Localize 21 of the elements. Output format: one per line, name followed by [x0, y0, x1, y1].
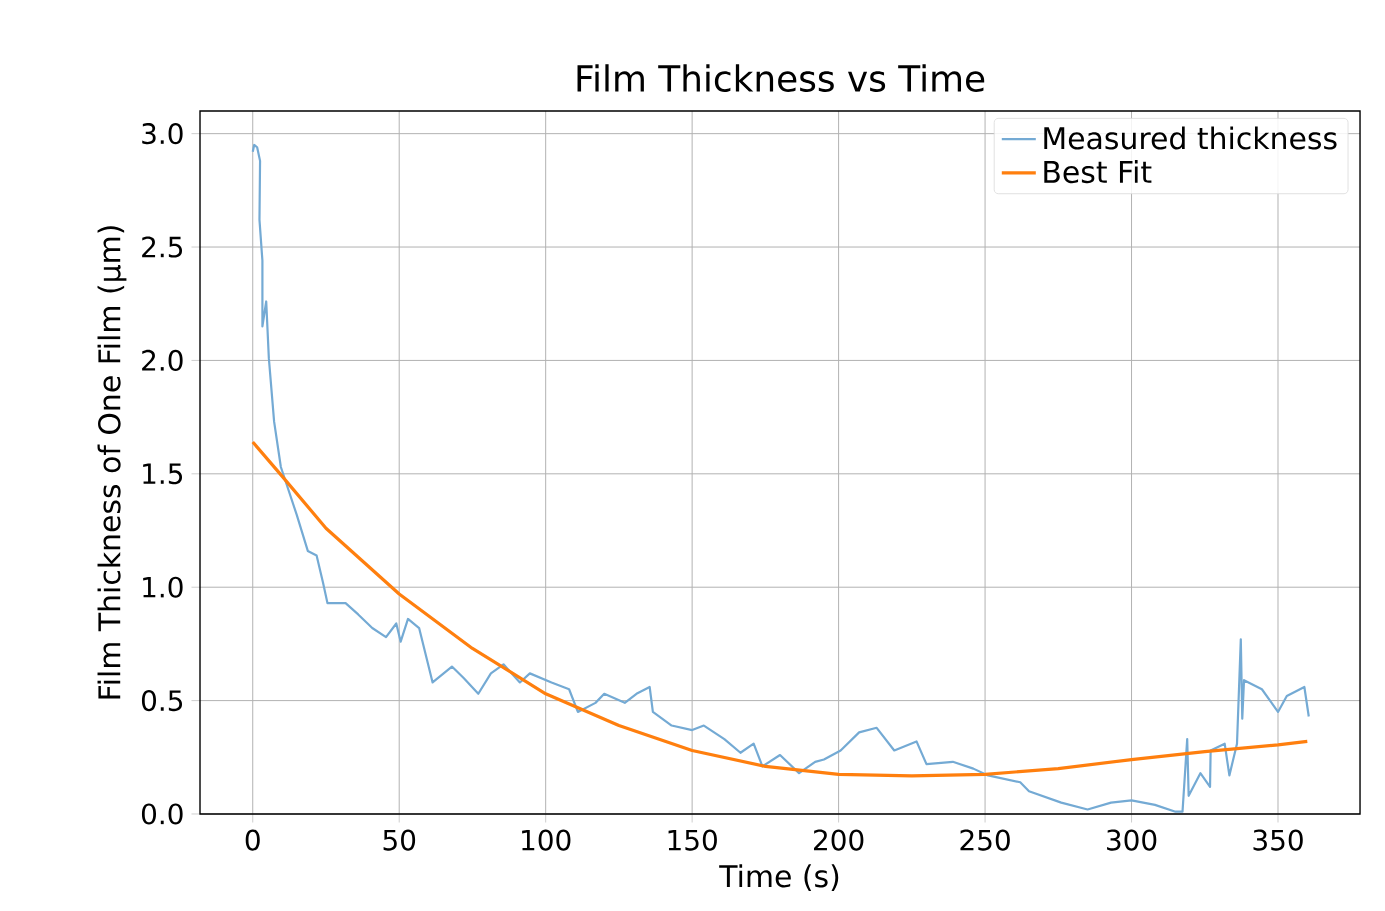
legend-label: Best Fit [1044, 160, 1152, 184]
y-tick-label: 1.0 [143, 576, 183, 598]
x-tick-label: 350 [1253, 829, 1303, 851]
legend-label: Measured thickness [1044, 126, 1337, 150]
y-tick-label: 3.0 [142, 123, 183, 145]
x-axis-title: Time (s) [719, 864, 839, 891]
x-tick-label: 300 [1107, 829, 1157, 851]
y-tick-label: 0.0 [141, 803, 183, 825]
x-tick-label: 150 [668, 829, 717, 851]
y-tick-label: 0.5 [141, 690, 183, 712]
line-series [251, 440, 1309, 778]
chart-title: Film Thickness vs Time [577, 64, 985, 92]
x-tick-label: 200 [814, 829, 864, 851]
x-tick-label: 100 [522, 829, 571, 851]
x-tick-label: 0 [245, 829, 260, 851]
y-tick-label: 1.5 [143, 463, 183, 485]
y-tick-label: 2.5 [142, 236, 183, 258]
y-axis-title: Film Thickness of One Film (µm) [97, 226, 127, 699]
x-tick-label: 250 [960, 829, 1010, 851]
x-tick-label: 50 [383, 829, 416, 851]
y-tick-label: 2.0 [142, 349, 183, 371]
